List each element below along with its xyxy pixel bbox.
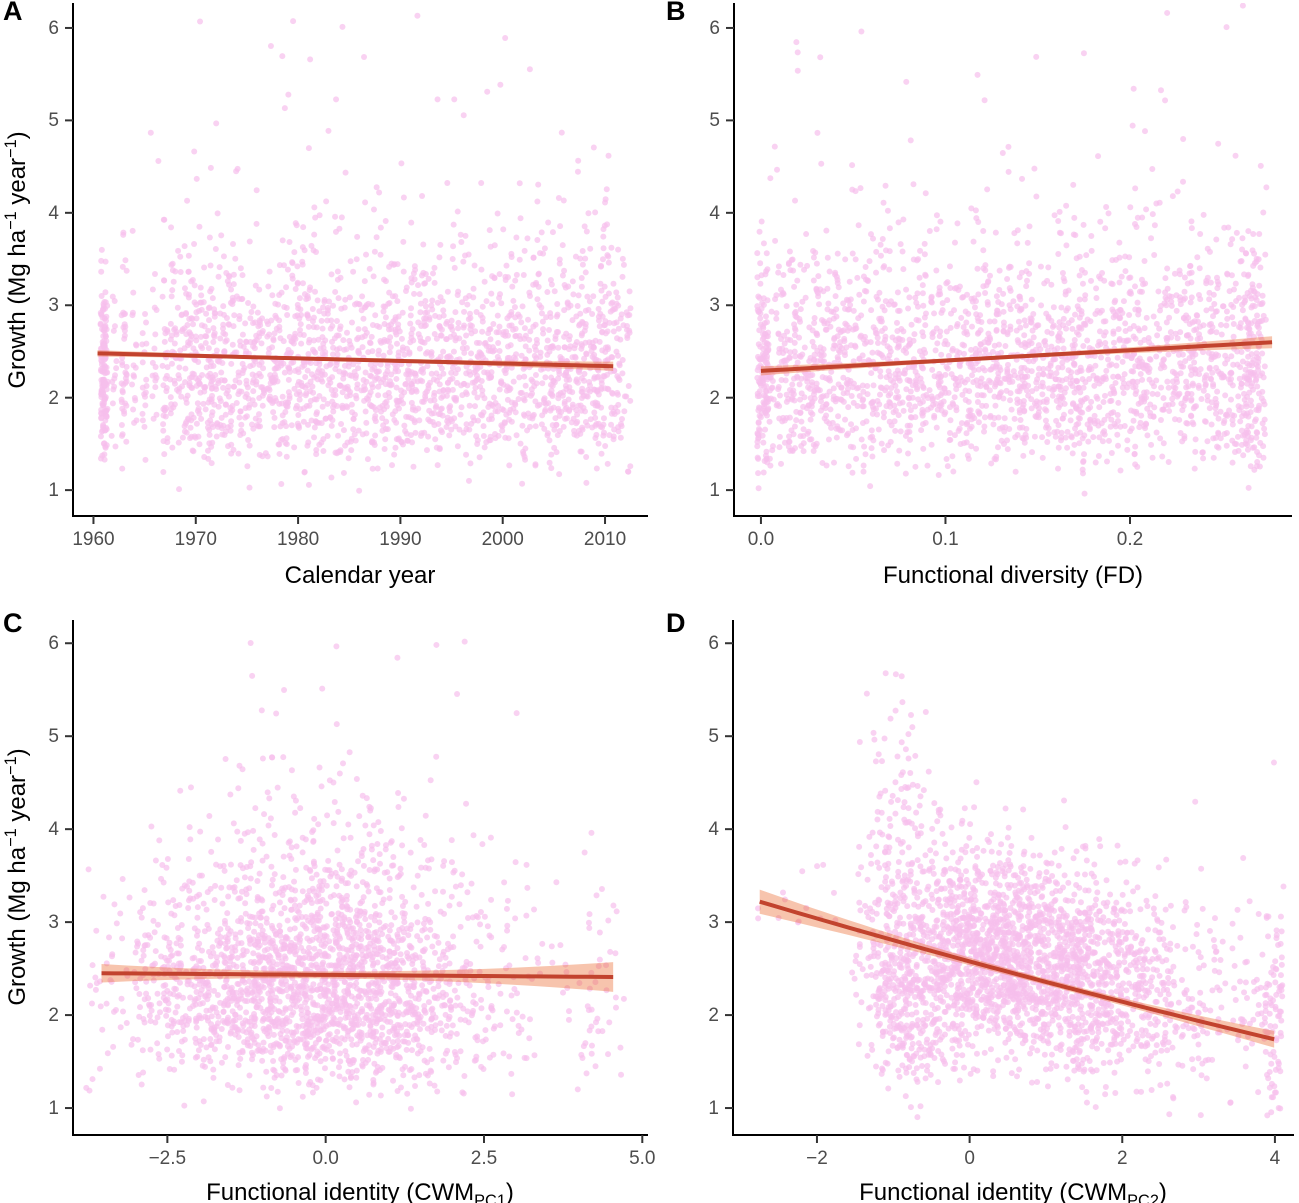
panel-a-x-axis-title: Calendar year xyxy=(284,562,436,589)
panel-d-x-axis-title: Functional identity (CWMPC2) xyxy=(859,1179,1167,1203)
panel-a-y-axis-title: Growth (Mg ha−1 year−1) xyxy=(1,131,31,389)
panel-d-letter: D xyxy=(666,608,686,638)
y-tick-label: 2 xyxy=(709,387,720,409)
x-tick-label: 2 xyxy=(1116,1148,1128,1169)
y-tick-label: 4 xyxy=(708,819,719,841)
panel-c-y-axis-title: Growth (Mg ha−1 year−1) xyxy=(1,748,31,1006)
y-tick-label: 3 xyxy=(709,295,720,317)
y-tick-label: 2 xyxy=(48,387,59,409)
x-tick-label: 1980 xyxy=(276,529,320,550)
x-tick-label: 2.5 xyxy=(470,1148,498,1169)
y-tick-label: 5 xyxy=(48,726,59,748)
y-tick-label: 4 xyxy=(48,819,59,841)
y-tick-label: 2 xyxy=(708,1005,719,1027)
y-tick-label: 1 xyxy=(48,1098,59,1120)
x-tick-label: −2 xyxy=(806,1148,828,1169)
y-tick-label: 4 xyxy=(48,202,59,224)
x-tick-label: 2010 xyxy=(583,529,627,550)
x-tick-label: 1970 xyxy=(174,529,217,550)
y-tick-label: 3 xyxy=(48,295,59,317)
y-tick-label: 5 xyxy=(48,110,59,132)
y-tick-label: 5 xyxy=(708,726,719,748)
x-tick-label: 0.0 xyxy=(312,1148,339,1169)
y-tick-label: 6 xyxy=(48,633,59,655)
y-tick-label: 1 xyxy=(709,480,720,502)
x-tick-label: 1990 xyxy=(379,529,422,550)
x-tick-label: −2.5 xyxy=(148,1148,187,1169)
x-tick-label: 2000 xyxy=(481,529,524,550)
panel-b-letter: B xyxy=(666,0,686,26)
panel-c-x-axis-title: Functional identity (CWMPC1) xyxy=(206,1179,514,1203)
x-tick-label: 5.0 xyxy=(629,1148,656,1169)
x-tick-label: 0.2 xyxy=(1116,529,1144,550)
panel-c-letter: C xyxy=(3,608,23,638)
y-tick-label: 3 xyxy=(708,912,719,934)
y-tick-label: 1 xyxy=(708,1098,719,1120)
panel-a-letter: A xyxy=(3,0,23,26)
y-tick-label: 6 xyxy=(48,17,59,39)
x-tick-label: 1960 xyxy=(72,529,115,550)
x-tick-label: 0.1 xyxy=(932,529,959,550)
y-tick-label: 5 xyxy=(709,110,720,132)
x-tick-label: 0 xyxy=(964,1148,975,1169)
y-tick-label: 6 xyxy=(708,633,719,655)
x-tick-label: 4 xyxy=(1269,1148,1281,1169)
y-tick-label: 2 xyxy=(48,1005,59,1027)
y-tick-label: 4 xyxy=(709,202,720,224)
y-tick-label: 3 xyxy=(48,912,59,934)
y-tick-label: 1 xyxy=(48,480,59,502)
x-tick-label: 0.0 xyxy=(747,529,775,550)
panel-b-x-axis-title: Functional diversity (FD) xyxy=(882,562,1144,589)
y-tick-label: 6 xyxy=(709,17,720,39)
